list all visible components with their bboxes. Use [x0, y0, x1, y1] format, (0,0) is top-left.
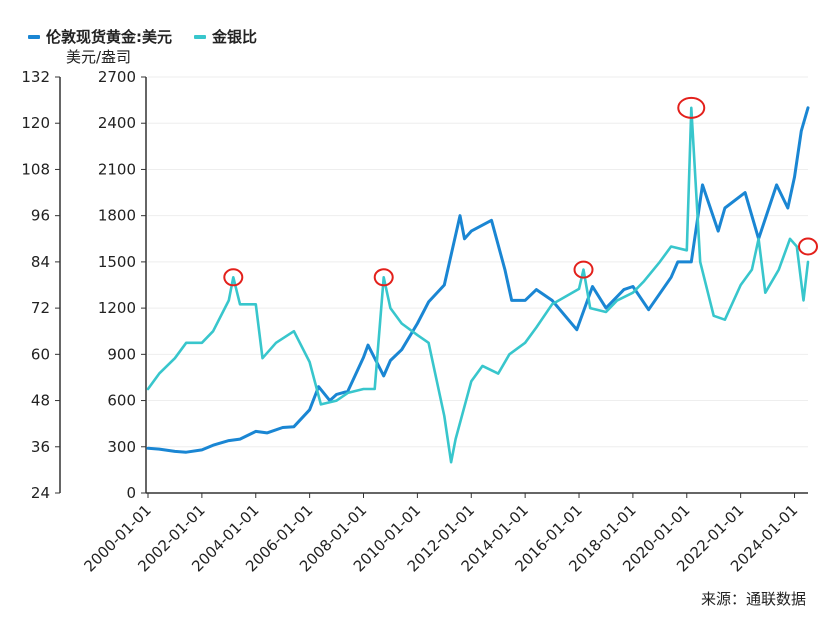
- series-lines: [146, 106, 810, 464]
- left-axis-tick-label: 132: [21, 68, 50, 86]
- right-axis-tick-label: 0: [126, 484, 136, 502]
- peak-markers: [223, 96, 818, 287]
- right-axis-tick-label: 1500: [98, 253, 136, 271]
- legend: 伦敦现货黄金:美元 金银比: [28, 26, 257, 47]
- legend-item-gold[interactable]: 伦敦现货黄金:美元: [28, 26, 172, 47]
- legend-swatch-gold: [28, 34, 40, 39]
- peak-marker: [223, 268, 244, 287]
- right-axis-tick-label: 1800: [98, 207, 136, 225]
- right-axis-tick-label: 2100: [98, 160, 136, 178]
- right-axis-tick-label: 900: [107, 345, 136, 363]
- gold-silver-ratio-line: [146, 106, 810, 464]
- peak-marker: [677, 96, 706, 119]
- left-axis-tick-label: 120: [21, 114, 50, 132]
- legend-swatch-ratio: [194, 34, 206, 39]
- source-note: 来源：通联数据: [700, 590, 806, 608]
- legend-label-ratio: 金银比: [212, 28, 258, 46]
- right-axis-tick-label: 600: [107, 392, 136, 410]
- legend-item-ratio[interactable]: 金银比: [194, 26, 257, 47]
- left-axis-tick-label: 84: [31, 253, 50, 271]
- right-axis-tick-label: 2700: [98, 68, 136, 86]
- right-axis-tick-label: 300: [107, 438, 136, 456]
- legend-label-gold: 伦敦现货黄金:美元: [46, 28, 172, 46]
- left-axis-tick-label: 60: [31, 345, 50, 363]
- left-axis-tick-label: 108: [21, 160, 50, 178]
- left-axis-tick-label: 24: [31, 484, 50, 502]
- left-axis-tick-label: 36: [31, 438, 50, 456]
- left-axis-tick-label: 72: [31, 299, 50, 317]
- grid-lines: [148, 76, 808, 448]
- peak-marker: [798, 237, 818, 256]
- gold-price-line: [146, 106, 810, 454]
- left-axis-tick-label: 48: [31, 392, 50, 410]
- right-axis-tick-label: 2400: [98, 114, 136, 132]
- peak-marker: [573, 260, 594, 279]
- left-axis-tick-label: 96: [31, 207, 50, 225]
- peak-marker: [373, 268, 394, 287]
- right-axis-tick-label: 1200: [98, 299, 136, 317]
- unit-label: 美元/盎司: [66, 48, 132, 66]
